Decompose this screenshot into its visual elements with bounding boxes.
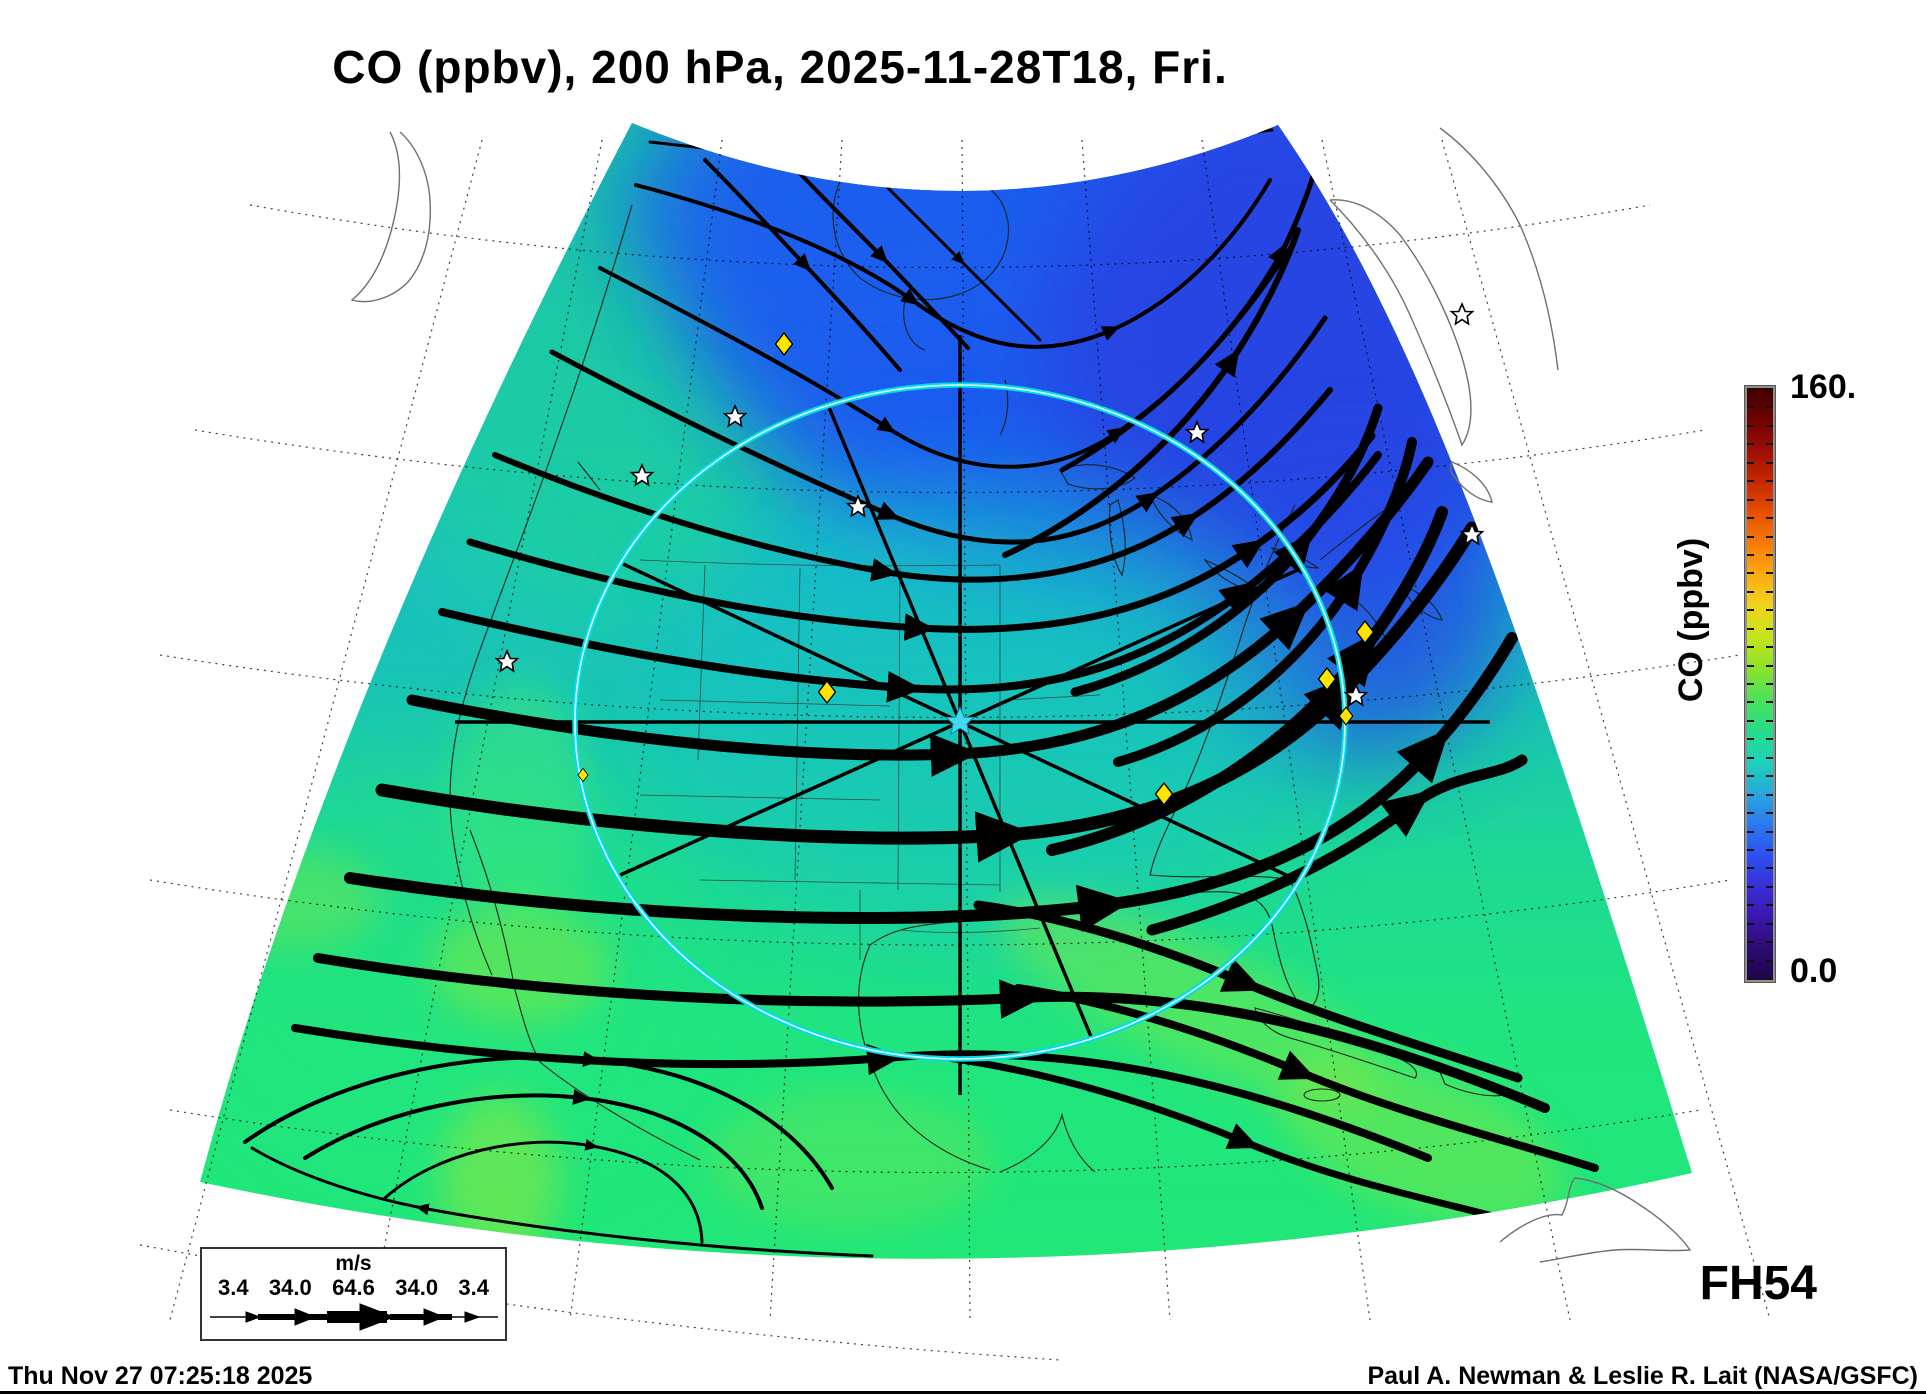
colorbar-tick	[1766, 646, 1773, 648]
colorbar-tick	[1766, 480, 1773, 482]
colorbar-tick	[1747, 886, 1754, 888]
colorbar-tick	[1747, 406, 1754, 408]
colorbar	[1745, 386, 1775, 982]
colorbar-tick	[1766, 591, 1773, 593]
colorbar-axis-label: CO (ppbv)	[1672, 537, 1710, 703]
colorbar-tick	[1766, 443, 1773, 445]
colorbar-tick	[1766, 923, 1773, 925]
colorbar-tick	[1766, 904, 1773, 906]
wind-legend-arrow-scale	[210, 1303, 498, 1331]
colorbar-tick	[1747, 554, 1754, 556]
colorbar-tick	[1766, 757, 1773, 759]
colorbar-tick	[1747, 388, 1754, 390]
wind-speed-legend: m/s 3.4 34.0 64.6 34.0 3.4	[200, 1247, 507, 1341]
credit-line: Paul A. Newman & Leslie R. Lait (NASA/GS…	[1367, 1362, 1918, 1390]
colorbar-tick	[1747, 941, 1754, 943]
colorbar-tick	[1747, 720, 1754, 722]
colorbar-tick	[1766, 665, 1773, 667]
colorbar-tick	[1766, 554, 1773, 556]
coastline-outside	[350, 127, 1692, 1263]
creation-timestamp: Thu Nov 27 07:25:18 2025	[8, 1362, 313, 1390]
colorbar-tick	[1747, 794, 1754, 796]
colorbar-tick	[1766, 978, 1773, 980]
colorbar-tick	[1747, 775, 1754, 777]
colorbar-tick	[1766, 831, 1773, 833]
colorbar-tick	[1766, 572, 1773, 574]
colorbar-tick	[1747, 499, 1754, 501]
colorbar-tick	[1747, 443, 1754, 445]
colorbar-tick	[1766, 536, 1773, 538]
colorbar-tick	[1766, 406, 1773, 408]
wind-legend-value: 3.4	[218, 1275, 249, 1300]
colorbar-tick	[1766, 738, 1773, 740]
colorbar-tick	[1766, 628, 1773, 630]
colorbar-tick	[1747, 849, 1754, 851]
colorbar-tick	[1766, 517, 1773, 519]
colorbar-tick	[1747, 665, 1754, 667]
colorbar-tick	[1766, 683, 1773, 685]
wind-legend-values: 3.4 34.0 64.6 34.0 3.4	[202, 1275, 505, 1301]
colorbar-tick	[1747, 904, 1754, 906]
colorbar-tick	[1747, 701, 1754, 703]
wind-legend-value: 34.0	[268, 1275, 312, 1300]
wind-legend-value: 3.4	[458, 1275, 489, 1300]
colorbar-tick	[1747, 812, 1754, 814]
wind-legend-unit: m/s	[335, 1252, 372, 1275]
colorbar-tick	[1747, 462, 1754, 464]
colorbar-min-label: 0.0	[1790, 952, 1838, 990]
colorbar-tick	[1766, 794, 1773, 796]
colorbar-tick	[1747, 591, 1754, 593]
colorbar-tick	[1766, 609, 1773, 611]
wind-legend-value: 34.0	[395, 1275, 439, 1300]
forecast-hour-label: FH54	[1699, 1257, 1817, 1310]
colorbar-tick	[1766, 867, 1773, 869]
colorbar-tick	[1747, 831, 1754, 833]
colorbar-tick	[1766, 886, 1773, 888]
colorbar-tick	[1766, 849, 1773, 851]
colorbar-max-label: 160.	[1790, 368, 1857, 406]
page-title: CO (ppbv), 200 hPa, 2025-11-28T18, Fri.	[332, 41, 1228, 93]
colorbar-tick	[1747, 609, 1754, 611]
colorbar-tick	[1747, 628, 1754, 630]
colorbar-tick	[1747, 517, 1754, 519]
colorbar-tick	[1766, 499, 1773, 501]
colorbar-tick	[1766, 701, 1773, 703]
colorbar-tick	[1766, 388, 1773, 390]
colorbar-tick	[1747, 425, 1754, 427]
colorbar-tick	[1747, 646, 1754, 648]
colorbar-tick	[1747, 960, 1754, 962]
colorbar-tick	[1747, 757, 1754, 759]
colorbar-tick	[1747, 867, 1754, 869]
colorbar-tick	[1766, 720, 1773, 722]
colorbar-tick	[1747, 683, 1754, 685]
colorbar-tick	[1766, 425, 1773, 427]
colorbar-tick	[1747, 978, 1754, 980]
colorbar-tick	[1766, 812, 1773, 814]
colorbar-tick	[1766, 960, 1773, 962]
bottom-border-bar	[0, 1391, 1926, 1394]
wind-streamlines	[243, 128, 1599, 1258]
colorbar-gradient	[1745, 386, 1775, 982]
colorbar-tick	[1747, 923, 1754, 925]
colorbar-tick	[1766, 941, 1773, 943]
wind-legend-value: 64.6	[332, 1275, 375, 1300]
colorbar-tick	[1747, 572, 1754, 574]
colorbar-tick	[1747, 536, 1754, 538]
colorbar-tick	[1747, 480, 1754, 482]
station-star-marker	[1450, 303, 1474, 325]
colorbar-tick	[1747, 738, 1754, 740]
colorbar-tick	[1766, 462, 1773, 464]
colorbar-tick	[1766, 775, 1773, 777]
